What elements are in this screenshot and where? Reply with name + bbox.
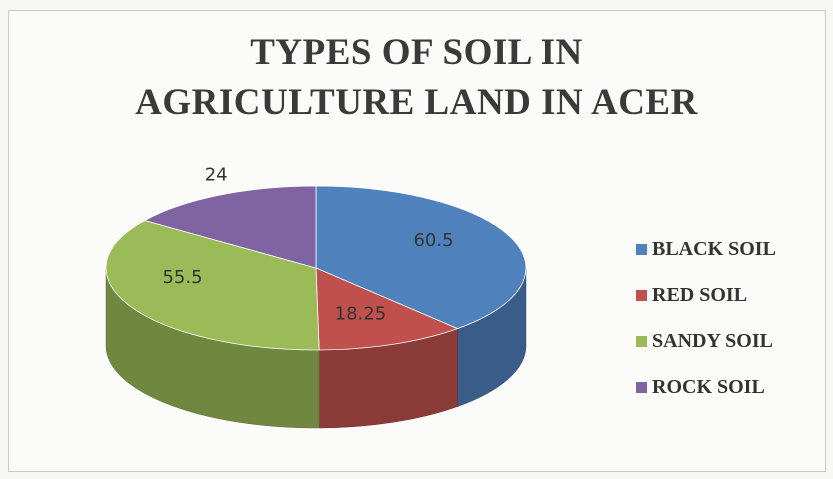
data-label-black-soil: 60.5 bbox=[413, 230, 453, 251]
pie-slice-black-soil bbox=[315, 185, 527, 330]
legend-swatch-red-soil bbox=[636, 289, 647, 301]
data-label-red-soil: 18.25 bbox=[335, 304, 387, 325]
legend-label-sandy-soil: SANDY SOIL bbox=[652, 329, 773, 352]
legend-item-sandy-soil: SANDY SOIL bbox=[636, 318, 776, 364]
chart-title: TYPES OF SOIL IN AGRICULTURE LAND IN ACE… bbox=[0, 28, 833, 128]
pie-slice-red-soil bbox=[315, 267, 459, 351]
pie-slice-sandy-soil bbox=[105, 220, 320, 351]
chart-title-line-2: AGRICULTURE LAND IN ACER bbox=[135, 82, 698, 123]
legend-label-rock-soil: ROCK SOIL bbox=[652, 375, 765, 398]
legend-swatch-rock-soil bbox=[636, 381, 647, 393]
legend-item-red-soil: RED SOIL bbox=[636, 272, 776, 318]
chart-legend: BLACK SOIL RED SOIL SANDY SOIL ROCK SOIL bbox=[636, 226, 776, 410]
legend-item-black-soil: BLACK SOIL bbox=[636, 226, 776, 272]
legend-label-black-soil: BLACK SOIL bbox=[652, 237, 776, 260]
chart-title-line-1: TYPES OF SOIL IN bbox=[250, 32, 583, 73]
data-label-rock-soil: 24 bbox=[205, 164, 228, 185]
legend-swatch-sandy-soil bbox=[636, 335, 647, 347]
legend-swatch-black-soil bbox=[636, 243, 647, 255]
legend-label-red-soil: RED SOIL bbox=[652, 283, 748, 306]
legend-item-rock-soil: ROCK SOIL bbox=[636, 364, 776, 410]
pie-slice-rock-soil bbox=[143, 185, 317, 269]
data-label-sandy-soil: 55.5 bbox=[162, 267, 202, 288]
